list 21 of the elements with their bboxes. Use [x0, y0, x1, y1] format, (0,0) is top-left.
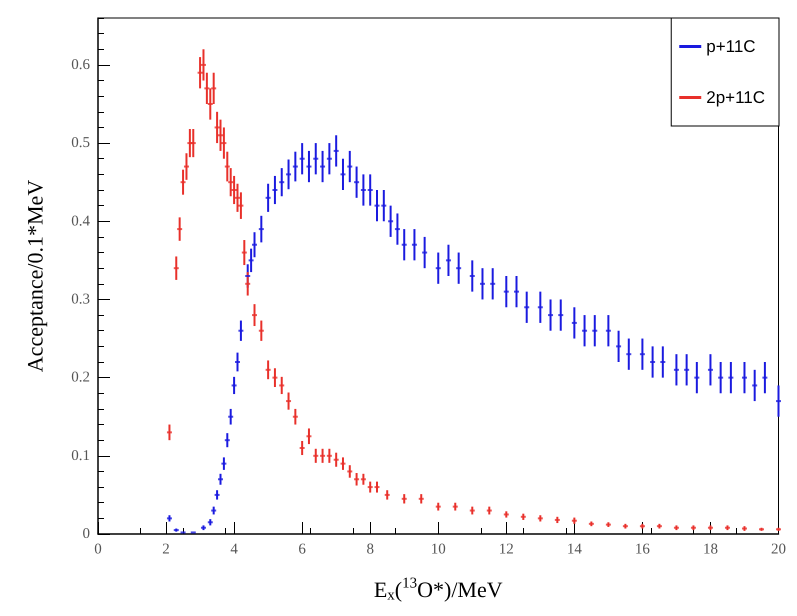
y-tick-label: 0.3 — [71, 291, 90, 308]
legend-label: 2p+11C — [706, 88, 766, 107]
y-tick-label: 0.5 — [71, 135, 90, 152]
y-tick-label: 0.2 — [71, 370, 90, 386]
x-tick-label: 12 — [498, 542, 514, 558]
y-tick-label: 0 — [82, 526, 90, 542]
x-tick-label: 20 — [771, 542, 786, 558]
x-tick-label: 2 — [162, 542, 170, 558]
x-tick-label: 16 — [634, 542, 650, 558]
x-tick-label: 8 — [366, 542, 374, 558]
x-tick-label: 18 — [702, 542, 718, 558]
y-tick-label: 0.4 — [71, 213, 90, 230]
x-tick-label: 0 — [94, 542, 102, 558]
x-tick-label: 4 — [230, 542, 238, 558]
legend-label: p+11C — [706, 37, 756, 56]
x-tick-label: 6 — [298, 542, 306, 558]
x-tick-label: 14 — [566, 542, 582, 558]
y-tick-label: 0.1 — [71, 448, 90, 464]
x-tick-label: 10 — [430, 542, 446, 558]
y-tick-label: 0.6 — [71, 56, 90, 73]
y-axis-title: Acceptance/0.1*MeV — [22, 180, 48, 372]
